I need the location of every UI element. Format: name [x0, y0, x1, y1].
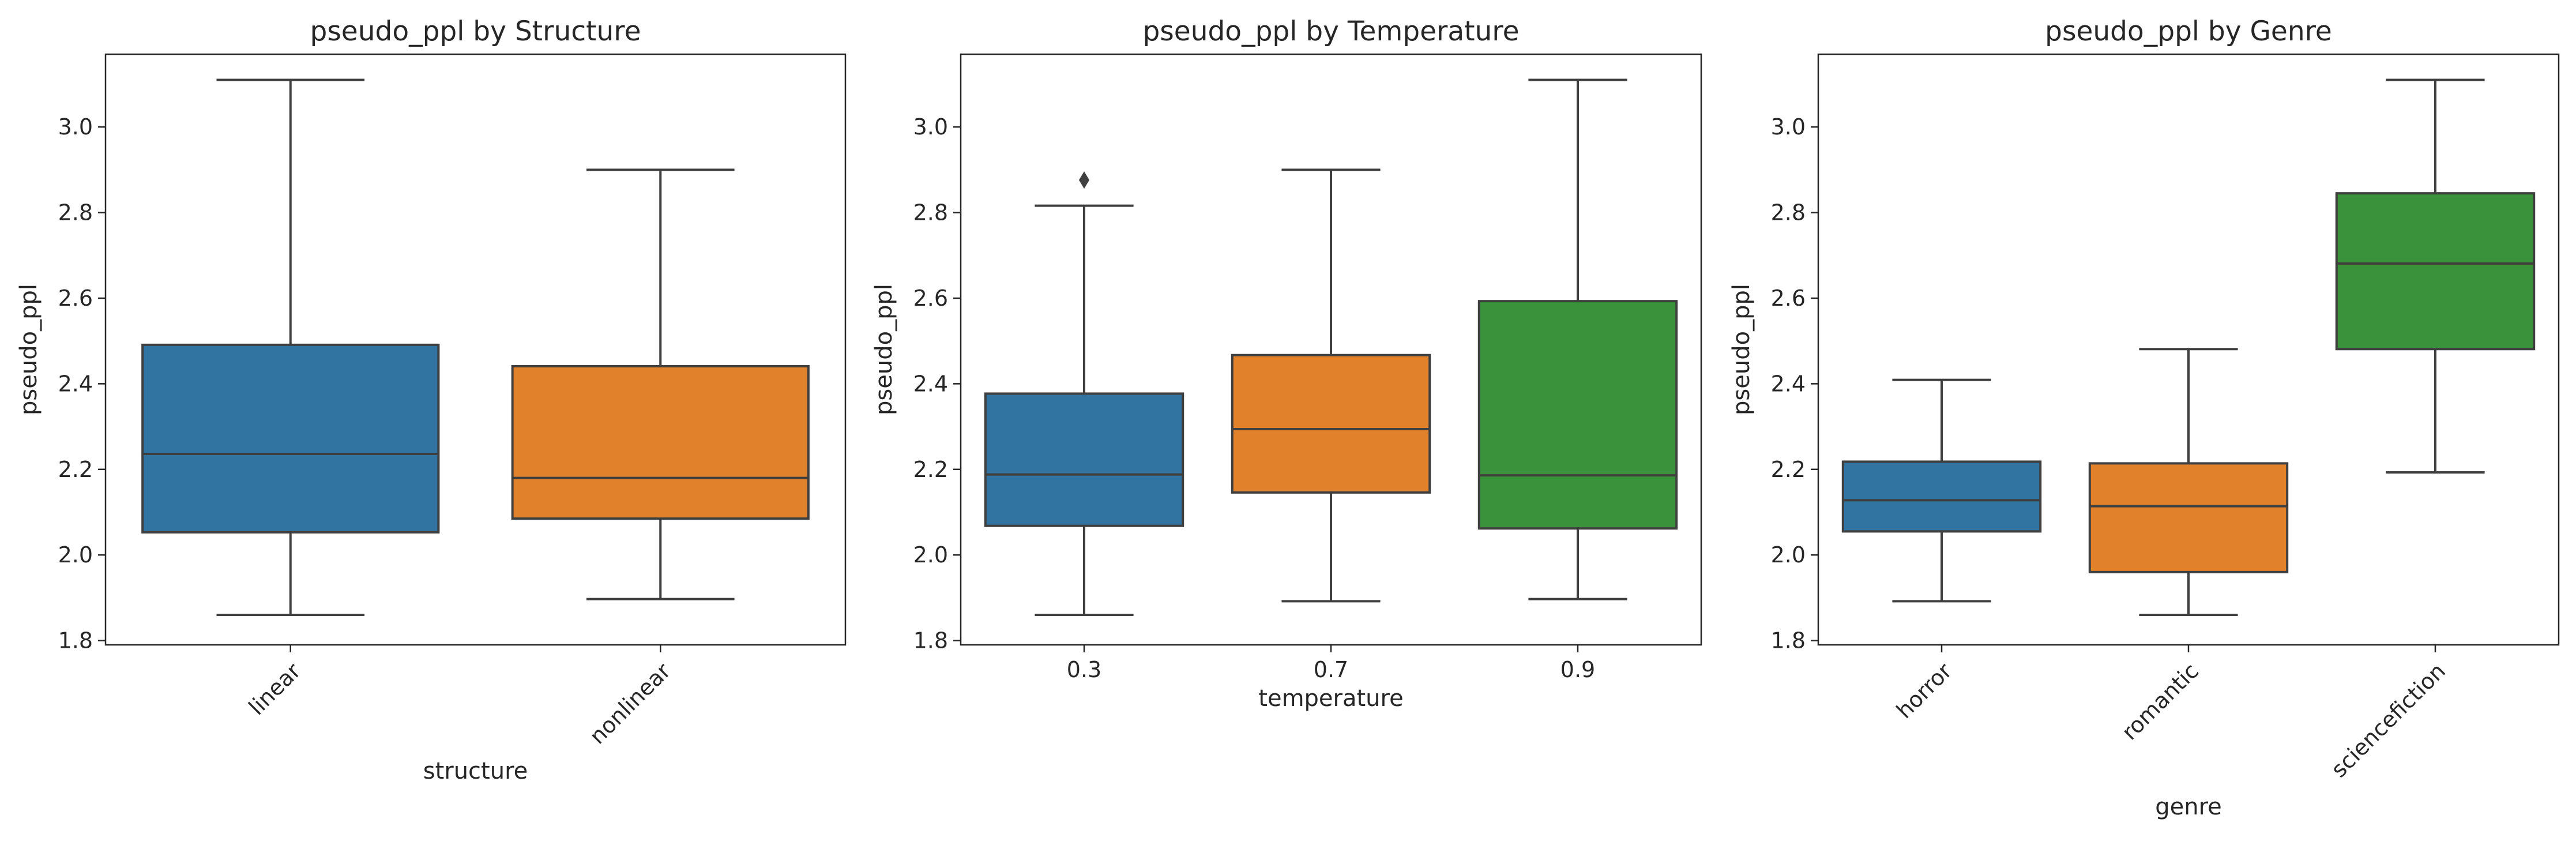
- y-tick-label: 2.0: [913, 542, 948, 568]
- y-axis-label: pseudo_ppl: [871, 284, 897, 415]
- x-tick-label: 0.3: [1067, 657, 1101, 682]
- y-tick-label: 1.8: [58, 628, 93, 654]
- box-linear: [141, 343, 440, 534]
- box-nonlinear: [511, 365, 810, 520]
- y-tick-label: 2.0: [1771, 542, 1806, 568]
- box-0.3: [984, 392, 1184, 527]
- y-tick-label: 2.2: [58, 457, 93, 482]
- y-tick-label: 3.0: [1771, 114, 1806, 140]
- outlier-marker: [1079, 171, 1089, 189]
- box-sciencefiction: [2335, 192, 2536, 351]
- y-tick-label: 2.6: [1771, 286, 1806, 311]
- y-tick-label: 1.8: [1771, 628, 1806, 654]
- y-tick-label: 3.0: [913, 114, 948, 140]
- box-0.9: [1477, 300, 1678, 530]
- chart-title: pseudo_ppl by Genre: [2045, 16, 2332, 47]
- y-tick-label: 2.6: [58, 286, 93, 311]
- box-0.7: [1231, 354, 1431, 494]
- y-tick-label: 2.6: [913, 286, 948, 311]
- chart-title: pseudo_ppl by Structure: [310, 16, 641, 47]
- x-axis-label: temperature: [1258, 685, 1403, 712]
- y-tick-label: 2.2: [913, 457, 948, 482]
- box-romantic: [2088, 462, 2289, 573]
- x-axis-label: genre: [2155, 794, 2222, 820]
- x-tick-label: 0.9: [1560, 657, 1595, 682]
- y-tick-label: 2.8: [58, 200, 93, 226]
- y-tick-label: 2.8: [913, 200, 948, 226]
- y-tick-label: 2.4: [1771, 371, 1806, 396]
- axes-frame: [960, 53, 1702, 646]
- box-horror: [1841, 460, 2042, 533]
- y-axis-label: pseudo_ppl: [16, 284, 42, 415]
- x-tick-label: 0.7: [1314, 657, 1348, 682]
- chart-panel-2: 1.8 2.0 2.2 2.4 2.6 2.8 3.0 0.3 0.7 0.9 pseudo_ppl…: [871, 16, 1702, 712]
- axes-frame: [104, 53, 847, 646]
- y-axis-label: pseudo_ppl: [1728, 284, 1755, 415]
- chart-title: pseudo_ppl by Temperature: [1142, 16, 1519, 47]
- axes-frame: [1817, 53, 2560, 646]
- y-tick-label: 2.0: [58, 542, 93, 568]
- y-tick-label: 2.4: [58, 371, 93, 396]
- y-tick-label: 2.2: [1771, 457, 1806, 482]
- y-tick-label: 2.4: [913, 371, 948, 396]
- y-tick-label: 1.8: [913, 628, 948, 654]
- y-tick-label: 3.0: [58, 114, 93, 140]
- x-axis-label: structure: [423, 758, 528, 784]
- y-tick-label: 2.8: [1771, 200, 1806, 226]
